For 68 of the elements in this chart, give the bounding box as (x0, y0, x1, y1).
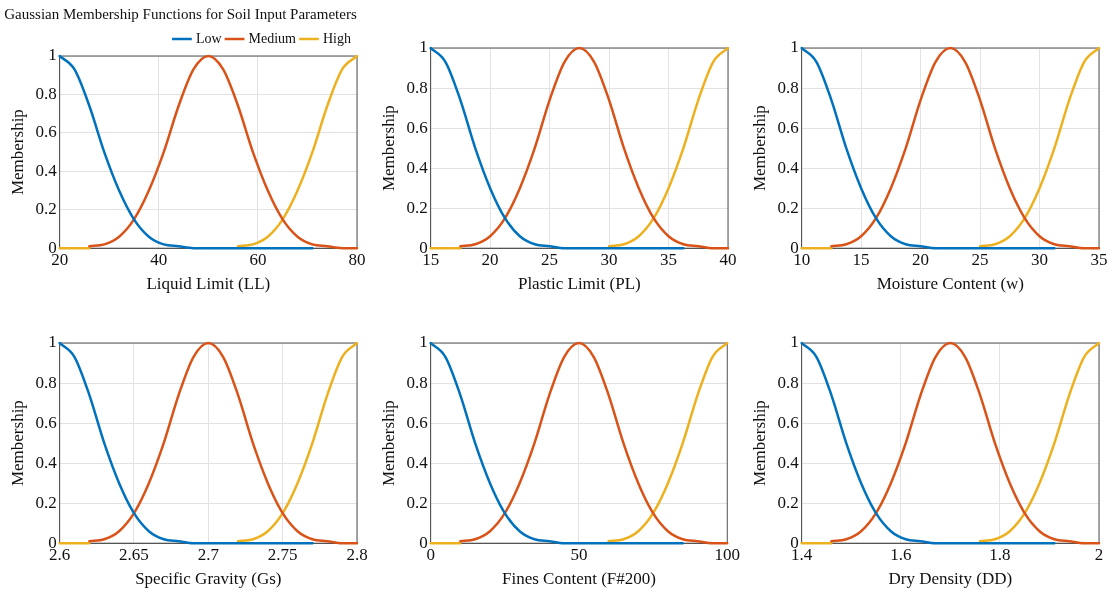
y-tick-label: 0.8 (35, 83, 57, 103)
y-tick-label: 0.4 (777, 157, 800, 177)
x-tick-label: 60 (249, 249, 267, 269)
y-tick-label: 0.6 (35, 412, 57, 432)
y-tick-label: 0.8 (406, 77, 428, 97)
x-axis-title: Plastic Limit (PL) (517, 274, 641, 294)
y-tick-label: 0.2 (777, 492, 799, 512)
y-tick-label: 0.4 (35, 160, 58, 180)
chart-title: Gaussian Membership Functions for Soil Input Parameters (4, 5, 357, 22)
y-tick-label: 1 (790, 37, 799, 57)
x-axis-title: Moisture Content (w) (876, 274, 1024, 294)
y-axis-title: Membership (7, 109, 27, 196)
y-tick-label: 0.4 (406, 157, 429, 177)
x-axis-title: Liquid Limit (LL) (146, 274, 271, 294)
x-tick-label: 20 (912, 249, 930, 269)
y-tick-label: 1 (48, 45, 57, 65)
y-tick-label: 1 (419, 332, 428, 352)
y-axis-title: Membership (378, 400, 398, 487)
y-tick-label: 0.6 (406, 412, 428, 432)
y-tick-label: 0.2 (35, 492, 57, 512)
y-axis-title: Membership (749, 105, 769, 192)
y-axis-title: Membership (749, 400, 769, 487)
y-tick-label: 0.2 (406, 197, 428, 217)
y-axis-title: Membership (7, 400, 27, 487)
y-tick-label: 0.8 (777, 372, 799, 392)
y-tick-label: 0.6 (406, 117, 428, 137)
x-axis-title: Fines Content (F#200) (501, 569, 656, 589)
y-axis-title: Membership (378, 105, 398, 192)
x-tick-label: 15 (852, 249, 870, 269)
y-tick-label: 1 (790, 332, 799, 352)
x-tick-label: 40 (150, 249, 168, 269)
y-tick-label: 0.4 (35, 452, 58, 472)
y-tick-label: 1 (48, 332, 57, 352)
x-tick-label: 2 (1094, 544, 1104, 564)
y-tick-label: 0.6 (35, 122, 57, 142)
x-tick-label: 2.65 (119, 544, 149, 564)
x-tick-label: 50 (570, 544, 588, 564)
y-tick-label: 0.2 (777, 197, 799, 217)
y-tick-label: 0.8 (777, 77, 799, 97)
x-tick-label: 30 (1031, 249, 1049, 269)
y-tick-label: 0.8 (35, 372, 57, 392)
x-tick-label: 80 (348, 249, 366, 269)
x-tick-label: 20 (481, 249, 499, 269)
x-tick-label: 40 (719, 249, 737, 269)
x-tick-label: 25 (971, 249, 989, 269)
x-tick-label: 100 (714, 544, 740, 564)
x-tick-label: 30 (600, 249, 618, 269)
legend-label: High (323, 30, 351, 46)
y-tick-label: 1 (419, 37, 428, 57)
y-tick-label: 0.6 (777, 117, 799, 137)
y-tick-label: 0.2 (406, 492, 428, 512)
x-tick-label: 2.8 (346, 544, 368, 564)
legend-label: Medium (248, 30, 297, 46)
y-tick-label: 0.4 (406, 452, 429, 472)
y-tick-label: 0.6 (777, 412, 799, 432)
x-axis-title: Specific Gravity (Gs) (135, 569, 282, 589)
x-tick-label: 2.7 (197, 544, 220, 564)
x-tick-label: 1.6 (890, 544, 912, 564)
x-axis-title: Dry Density (DD) (888, 569, 1013, 589)
x-tick-label: 35 (660, 249, 678, 269)
x-tick-label: 1.8 (989, 544, 1011, 564)
x-tick-label: 35 (1090, 249, 1108, 269)
y-tick-label: 0.8 (406, 372, 428, 392)
x-tick-label: 25 (541, 249, 559, 269)
y-tick-label: 0.4 (777, 452, 800, 472)
y-tick-label: 0.2 (35, 199, 57, 219)
x-tick-label: 2.75 (267, 544, 298, 564)
legend-label: Low (195, 30, 223, 46)
